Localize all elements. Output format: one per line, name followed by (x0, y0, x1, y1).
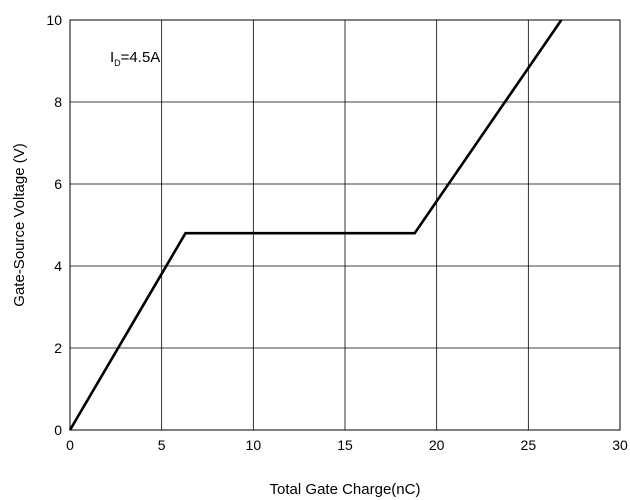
series-layer (68, 19, 563, 431)
y-tick-label: 4 (54, 258, 62, 274)
y-tick-label: 2 (54, 340, 62, 356)
x-tick-label: 5 (158, 437, 166, 453)
x-tick-labels: 0 5 10 15 20 25 30 (66, 437, 628, 453)
current-annotation: ID=4.5A (110, 49, 160, 68)
y-tick-labels: 0 2 4 6 8 10 (46, 12, 62, 438)
y-tick-label: 8 (54, 94, 62, 110)
x-tick-label: 15 (337, 437, 353, 453)
y-tick-label: 6 (54, 176, 62, 192)
y-tick-label: 0 (54, 422, 62, 438)
y-axis-label: Gate-Source Voltage (V) (11, 143, 28, 306)
plot-frame (69, 19, 621, 431)
x-tick-label: 25 (521, 437, 537, 453)
x-tick-label: 20 (429, 437, 445, 453)
annotation-value: =4.5A (121, 49, 161, 66)
y-tick-label: 10 (46, 12, 62, 28)
annotation-main: I (110, 49, 114, 66)
x-tick-label: 30 (612, 437, 628, 453)
grid-lines (69, 19, 621, 431)
x-tick-label: 10 (246, 437, 262, 453)
series-line (68, 19, 563, 431)
x-tick-label: 0 (66, 437, 74, 453)
x-axis-label: Total Gate Charge(nC) (270, 481, 421, 498)
annotation-subscript: D (114, 58, 121, 68)
